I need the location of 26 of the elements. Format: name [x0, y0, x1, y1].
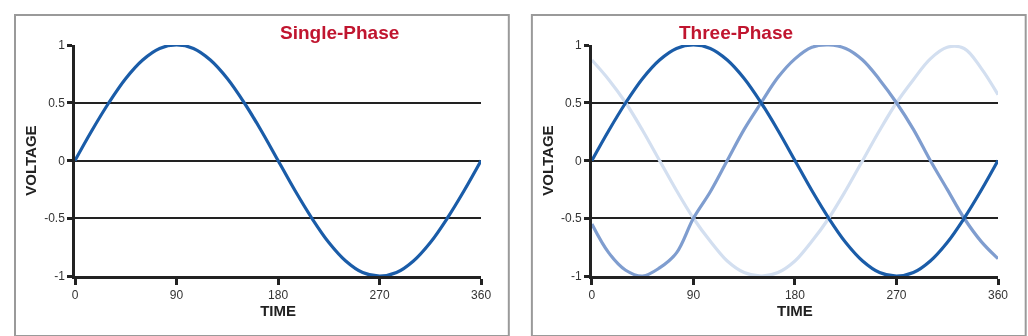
y-tick-label: 0.5 [565, 95, 583, 110]
x-tick-label: 180 [784, 288, 806, 303]
x-tick-label: 360 [471, 288, 492, 303]
x-axis-title: TIME [777, 302, 813, 320]
y-tick-label: 1 [575, 38, 583, 53]
y-tick-label: -1 [54, 269, 66, 284]
chart-title: Single-Phase [280, 22, 400, 43]
x-tick-label: 90 [686, 288, 701, 303]
x-tick-label: 0 [71, 288, 79, 303]
chart-title: Three-Phase [679, 22, 794, 43]
y-axis-title: VOLTAGE [539, 125, 557, 196]
x-axis-title: TIME [260, 302, 296, 320]
y-tick-label: 0 [58, 153, 66, 168]
x-tick-label: 270 [886, 288, 907, 303]
x-tick-label: 360 [987, 288, 1009, 303]
y-axis-title: VOLTAGE [22, 125, 40, 196]
y-tick-label: -1 [571, 269, 583, 284]
x-tick-label: 0 [588, 288, 596, 303]
y-tick-label: 0.5 [48, 95, 66, 110]
x-tick-label: 90 [169, 288, 184, 303]
y-tick-label: -0.5 [44, 211, 66, 226]
x-tick-label: 180 [268, 288, 289, 303]
y-tick-label: 0 [575, 153, 583, 168]
x-tick-label: 270 [369, 288, 390, 303]
y-tick-label: -0.5 [561, 211, 583, 226]
y-tick-label: 1 [58, 38, 66, 53]
